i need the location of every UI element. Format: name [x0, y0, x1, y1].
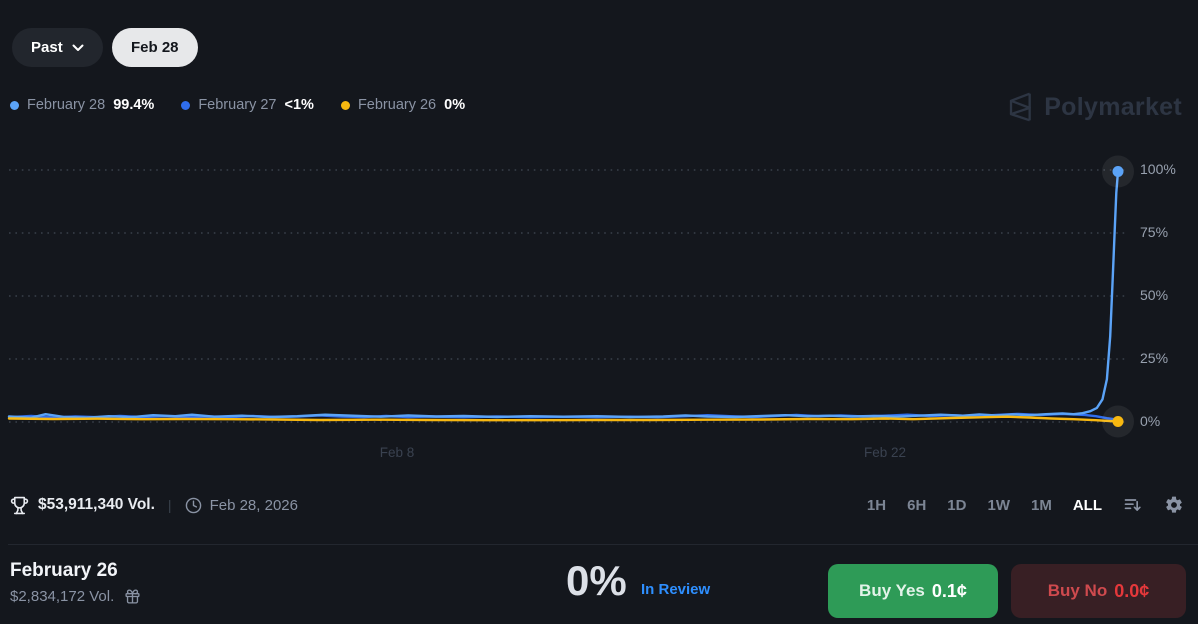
outcome-title: February 26 — [10, 560, 118, 581]
legend-label: February 26 — [357, 97, 437, 113]
legend-dot-blue — [181, 100, 191, 110]
timeframe-1h[interactable]: 1H — [866, 496, 887, 514]
past-dropdown-label: Past — [31, 39, 63, 56]
legend-dot-lightblue — [10, 100, 19, 110]
buy-yes-button[interactable]: Buy Yes 0.1¢ — [828, 564, 998, 618]
legend-value: 0% — [444, 97, 466, 113]
outcome-chance: 0% — [566, 557, 627, 604]
buy-yes-price: 0.1¢ — [931, 580, 967, 601]
timeframe-1m[interactable]: 1M — [1030, 496, 1052, 514]
y-axis-tick-100: 100% — [1140, 161, 1176, 177]
settings-gear-icon[interactable] — [1164, 495, 1184, 515]
timeframe-all[interactable]: ALL — [1072, 496, 1102, 514]
buy-no-button[interactable]: Buy No 0.0¢ — [1011, 564, 1186, 618]
x-axis-tick-feb22: Feb 22 — [863, 445, 907, 460]
polymarket-logo-icon — [1010, 92, 1032, 122]
buy-no-label: Buy No — [1047, 581, 1108, 600]
legend-value: 99.4% — [113, 97, 155, 113]
y-axis-tick-75: 75% — [1140, 224, 1169, 240]
gift-icon[interactable] — [124, 588, 141, 605]
chart-toolbar: $53,911,340 Vol. | Feb 28, 2026 1H 6H 1D… — [10, 490, 1184, 520]
legend-item-feb26[interactable]: February 26 0% — [340, 97, 466, 113]
y-axis-tick-0: 0% — [1140, 413, 1161, 429]
toolbar-divider: | — [167, 497, 172, 513]
timeframe-6h[interactable]: 6H — [907, 496, 927, 514]
market-end-date: Feb 28, 2026 — [209, 496, 298, 514]
polymarket-wordmark: Polymarket — [1044, 92, 1182, 121]
outcome-volume-row: $2,834,172 Vol. — [10, 588, 141, 605]
buy-yes-label: Buy Yes — [859, 581, 925, 600]
legend-dot-yellow — [340, 100, 350, 110]
legend-item-feb28[interactable]: February 28 99.4% — [10, 97, 154, 113]
chart-options-icon[interactable] — [1123, 495, 1143, 515]
legend-label: February 28 — [27, 97, 106, 113]
trophy-icon — [10, 496, 29, 514]
timeframe-selector: 1H 6H 1D 1W 1M ALL — [867, 495, 1184, 515]
chart-legend: February 28 99.4% February 27 <1% Februa… — [10, 97, 465, 113]
section-divider — [8, 544, 1198, 545]
polymarket-watermark: Polymarket — [1003, 90, 1182, 124]
buy-no-price: 0.0¢ — [1114, 580, 1150, 601]
date-filter-label: Feb 28 — [131, 39, 179, 56]
legend-label: February 27 — [198, 97, 277, 113]
x-axis-tick-feb8: Feb 8 — [379, 445, 415, 460]
timeframe-1w[interactable]: 1W — [987, 496, 1010, 514]
legend-item-feb27[interactable]: February 27 <1% — [181, 97, 314, 113]
y-axis-tick-50: 50% — [1140, 287, 1169, 303]
legend-value: <1% — [284, 97, 314, 113]
timeframe-1d[interactable]: 1D — [947, 496, 967, 514]
past-dropdown-button[interactable]: Past — [12, 28, 103, 67]
outcome-volume: $2,834,172 Vol. — [10, 588, 115, 605]
market-volume: $53,911,340 Vol. — [38, 496, 155, 513]
chevron-down-icon — [72, 44, 84, 51]
in-review-status[interactable]: In Review — [641, 581, 711, 598]
date-filter-pill[interactable]: Feb 28 — [112, 28, 198, 67]
y-axis-tick-25: 25% — [1140, 350, 1169, 366]
clock-icon — [185, 497, 201, 513]
